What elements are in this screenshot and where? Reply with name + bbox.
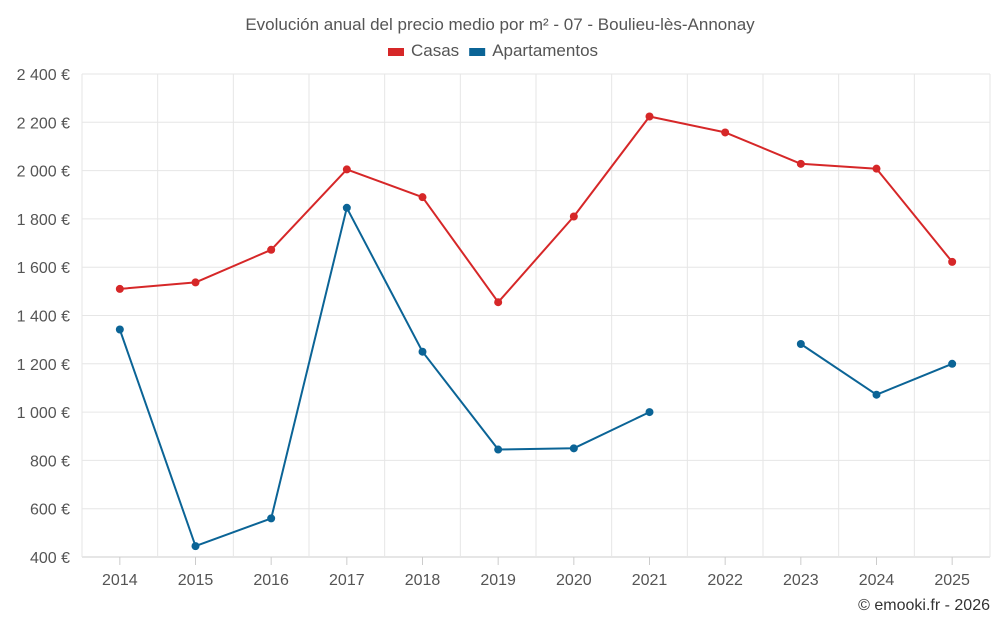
y-tick-label: 1 000 € [17,405,70,422]
y-axis: 400 € 600 € 800 € 1 000 € 1 200 € 1 400 € 1 60… [17,67,70,567]
data-point[interactable] [418,347,427,356]
x-tick-label: 2020 [556,572,592,589]
credit-text: © emooki.fr - 2026 [858,597,990,614]
x-tick-label: 2017 [329,572,365,589]
series-apartamentos [115,203,957,551]
x-tick-label: 2024 [859,572,895,589]
legend-label: Casas [411,41,459,60]
data-point[interactable] [267,514,276,523]
y-tick-label: 2 000 € [17,164,70,181]
data-point[interactable] [645,408,654,417]
data-point[interactable] [569,444,578,453]
legend-swatch [469,48,486,56]
legend-label: Apartamentos [492,41,598,60]
data-point[interactable] [267,245,276,254]
data-point[interactable] [872,164,881,173]
data-point[interactable] [342,203,351,212]
y-tick-label: 2 200 € [17,115,70,132]
data-point[interactable] [948,257,957,266]
x-tick-label: 2016 [253,572,289,589]
data-point[interactable] [418,193,427,202]
data-point[interactable] [342,165,351,174]
legend-item-casas[interactable]: Casas [388,41,459,60]
y-tick-label: 400 € [30,550,70,567]
y-tick-label: 1 200 € [17,357,70,374]
legend: Casas Apartamentos [388,41,598,60]
y-tick-label: 1 600 € [17,260,70,277]
chart-title: Evolución anual del precio medio por m² … [245,15,755,34]
data-point[interactable] [645,112,654,121]
x-tick-label: 2025 [934,572,970,589]
data-point[interactable] [872,390,881,399]
y-tick-label: 1 400 € [17,309,70,326]
data-point[interactable] [569,212,578,221]
x-tick-label: 2022 [707,572,743,589]
data-point[interactable] [494,445,503,454]
x-axis: 2014 2015 2016 2017 2018 2019 2020 2021 2022 2023… [102,557,970,589]
series-group [115,112,957,551]
y-tick-label: 1 800 € [17,212,70,229]
legend-swatch [388,48,404,56]
x-tick-label: 2015 [178,572,214,589]
data-point[interactable] [115,325,124,334]
data-point[interactable] [191,278,200,287]
y-tick-label: 800 € [30,453,70,470]
x-tick-label: 2023 [783,572,819,589]
data-point[interactable] [721,128,730,137]
y-tick-label: 600 € [30,502,70,519]
grid [81,73,991,558]
data-point[interactable] [115,284,124,293]
y-tick-label: 2 400 € [17,67,70,84]
legend-item-apartamentos[interactable]: Apartamentos [469,41,598,60]
x-tick-label: 2014 [102,572,138,589]
data-point[interactable] [191,542,200,551]
data-point[interactable] [796,159,805,168]
x-tick-label: 2021 [632,572,668,589]
data-point[interactable] [494,298,503,307]
series-line [119,115,953,304]
x-tick-label: 2019 [480,572,516,589]
data-point[interactable] [796,339,805,348]
x-tick-label: 2018 [405,572,441,589]
series-casas [115,112,957,307]
data-point[interactable] [948,359,957,368]
